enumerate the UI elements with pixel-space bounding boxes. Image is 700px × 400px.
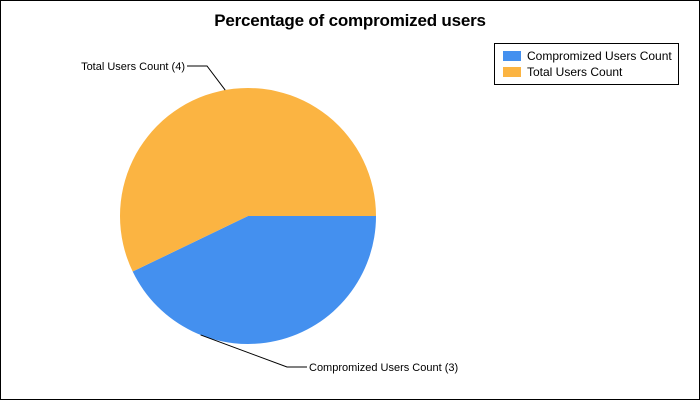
leader-line-total-users — [187, 65, 226, 91]
legend-item-compromized-users: Compromized Users Count — [503, 48, 678, 64]
chart-title: Percentage of compromized users — [214, 11, 486, 30]
legend: Compromized Users Count Total Users Coun… — [494, 43, 679, 85]
data-label-compromized-users: Compromized Users Count (3) — [309, 362, 458, 374]
legend-swatch — [503, 67, 521, 77]
slice-total-users — [119, 88, 376, 272]
legend-label: Total Users Count — [527, 65, 623, 79]
legend-swatch — [503, 51, 521, 61]
slice-compromized-users — [132, 216, 376, 344]
data-label-total-users: Total Users Count (4) — [81, 61, 185, 73]
leader-line-compromized-users — [200, 334, 307, 368]
legend-label: Compromized Users Count — [527, 49, 672, 63]
legend-item-total-users: Total Users Count — [503, 64, 678, 80]
